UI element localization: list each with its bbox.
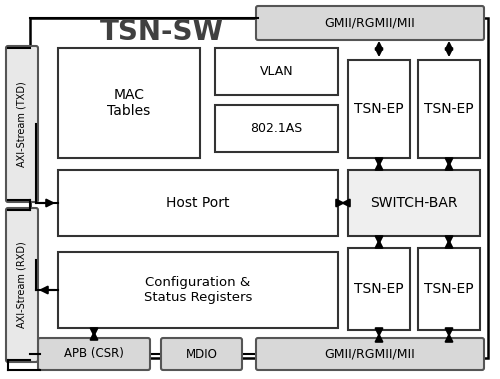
Text: TSN-EP: TSN-EP (424, 102, 474, 116)
FancyBboxPatch shape (38, 338, 150, 370)
Text: Host Port: Host Port (166, 196, 230, 210)
FancyBboxPatch shape (161, 338, 242, 370)
Text: TSN-EP: TSN-EP (354, 282, 404, 296)
FancyBboxPatch shape (348, 170, 480, 236)
FancyBboxPatch shape (215, 48, 338, 95)
Text: TSN-SW: TSN-SW (100, 18, 224, 46)
Text: SWITCH-BAR: SWITCH-BAR (370, 196, 458, 210)
Text: APB (CSR): APB (CSR) (64, 348, 124, 360)
Text: 802.1AS: 802.1AS (250, 122, 302, 135)
Text: MDIO: MDIO (186, 348, 218, 360)
Text: MAC
Tables: MAC Tables (108, 88, 150, 118)
Text: AXI-Stream (TXD): AXI-Stream (TXD) (17, 81, 27, 167)
Text: Configuration &
Status Registers: Configuration & Status Registers (144, 276, 252, 304)
FancyBboxPatch shape (58, 170, 338, 236)
FancyBboxPatch shape (30, 18, 488, 358)
FancyBboxPatch shape (6, 46, 38, 202)
Text: VLAN: VLAN (260, 65, 294, 78)
FancyBboxPatch shape (256, 338, 484, 370)
FancyBboxPatch shape (58, 48, 200, 158)
FancyBboxPatch shape (215, 105, 338, 152)
Text: TSN-EP: TSN-EP (354, 102, 404, 116)
FancyBboxPatch shape (256, 6, 484, 40)
FancyBboxPatch shape (348, 60, 410, 158)
FancyBboxPatch shape (58, 252, 338, 328)
FancyBboxPatch shape (418, 60, 480, 158)
Text: TSN-EP: TSN-EP (424, 282, 474, 296)
Text: GMII/RGMII/MII: GMII/RGMII/MII (324, 348, 416, 360)
Text: GMII/RGMII/MII: GMII/RGMII/MII (324, 17, 416, 30)
FancyBboxPatch shape (418, 248, 480, 330)
Text: AXI-Stream (RXD): AXI-Stream (RXD) (17, 242, 27, 328)
FancyBboxPatch shape (348, 248, 410, 330)
FancyBboxPatch shape (6, 208, 38, 362)
